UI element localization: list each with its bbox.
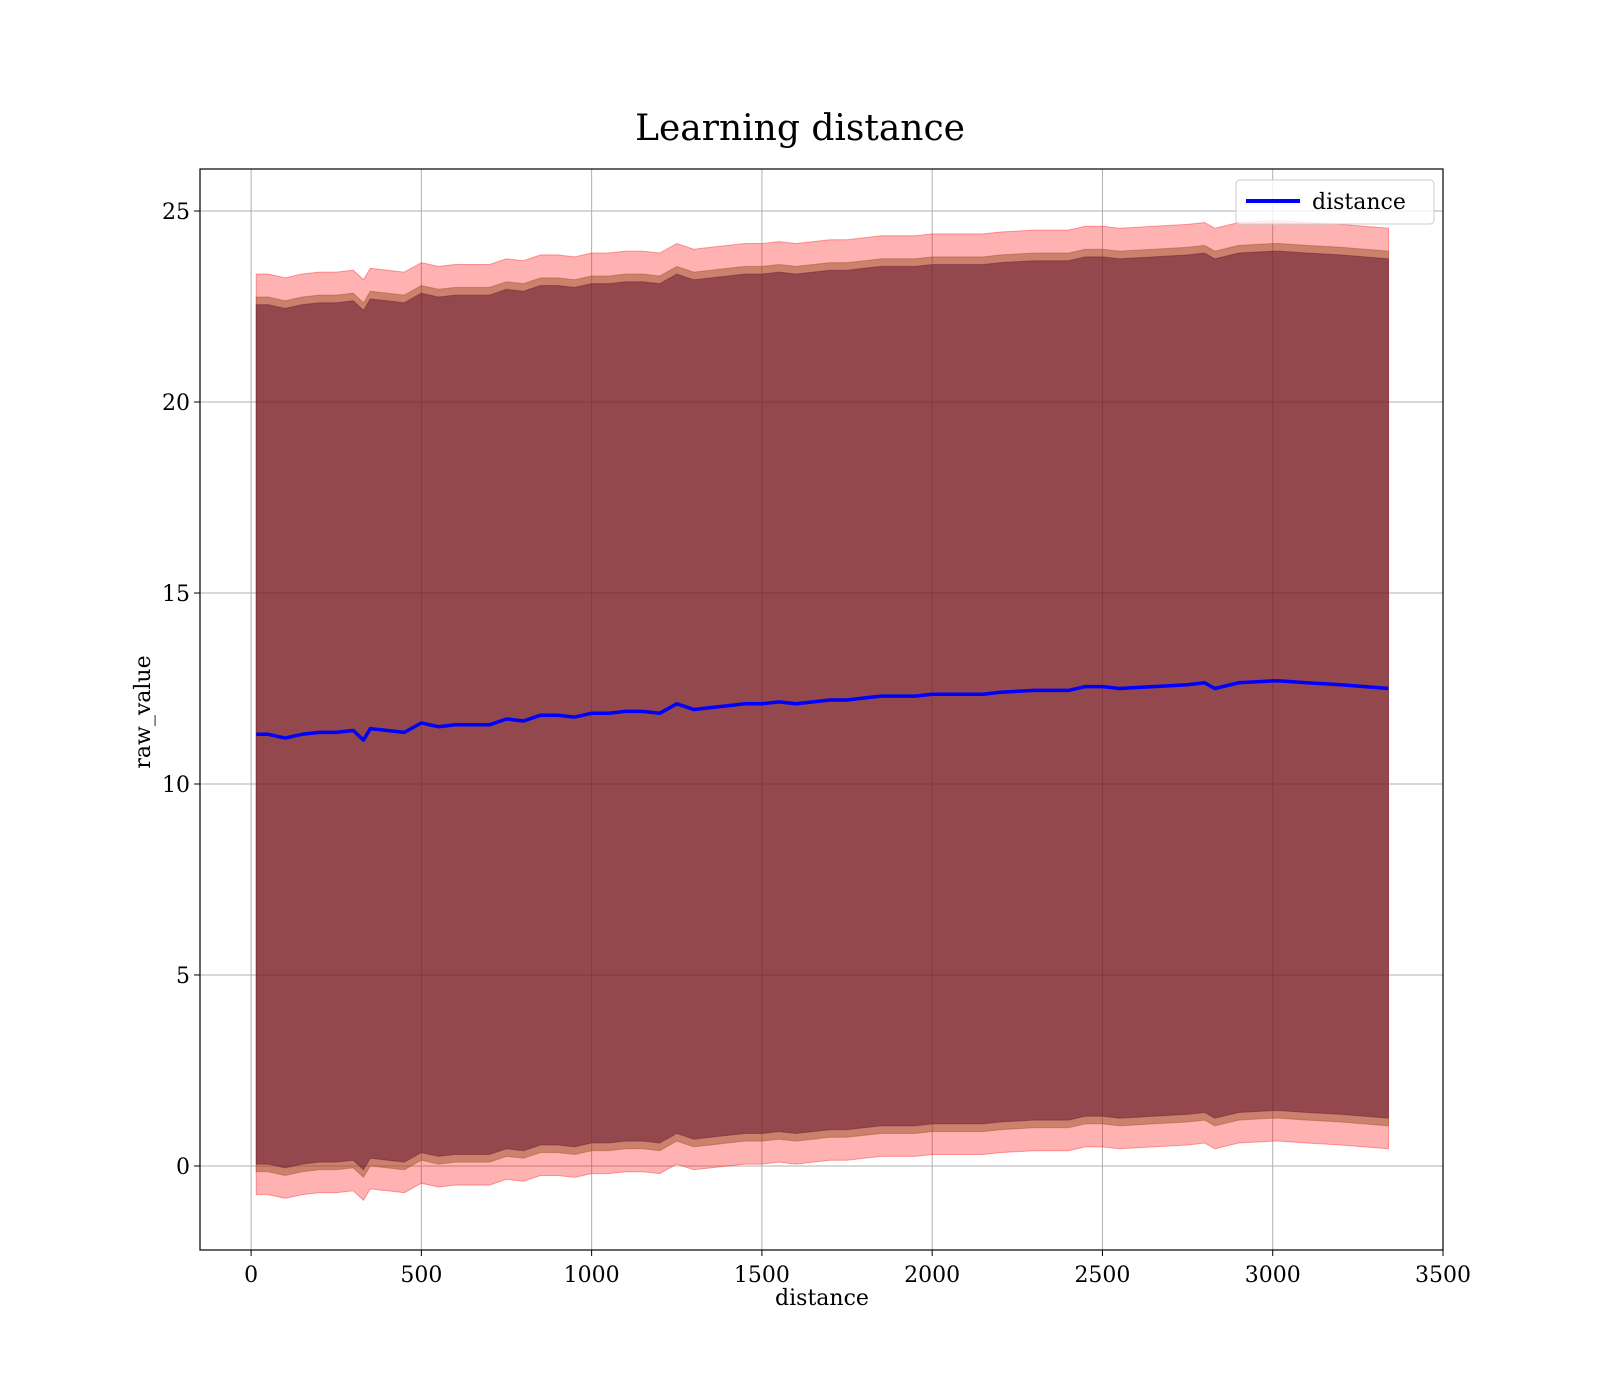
legend-label: distance [1312,190,1406,215]
x-tick-label: 2500 [1074,1263,1130,1288]
y-tick-label: 20 [162,391,190,416]
x-tick-label: 2000 [904,1263,960,1288]
chart-title: Learning distance [635,108,965,149]
y-axis: 0 5 10 15 20 25 [162,200,200,1180]
inner-band [255,250,1389,1171]
x-axis-label: distance [775,1286,869,1311]
y-axis-label: raw_value [131,655,156,768]
series-lines [256,679,1389,742]
legend-box [1235,179,1435,225]
plot-frame [199,168,1444,1251]
y-tick-label: 5 [176,964,190,989]
confidence-bands [255,220,1389,1202]
y-tick-label: 15 [162,582,190,607]
x-tick-label: 3500 [1415,1263,1471,1288]
legend: distance [1235,179,1435,225]
series-line-distance [256,679,1389,742]
y-tick-label: 0 [176,1155,190,1180]
x-tick-label: 1500 [734,1263,790,1288]
x-tick-label: 0 [244,1263,258,1288]
x-axis: 0 500 1000 1500 2000 2500 3000 3500 [244,1250,1471,1288]
y-tick-label: 10 [162,773,190,798]
x-tick-label: 1000 [564,1263,620,1288]
x-tick-label: 500 [400,1263,442,1288]
x-tick-label: 3000 [1245,1263,1301,1288]
y-tick-label: 25 [162,200,190,225]
